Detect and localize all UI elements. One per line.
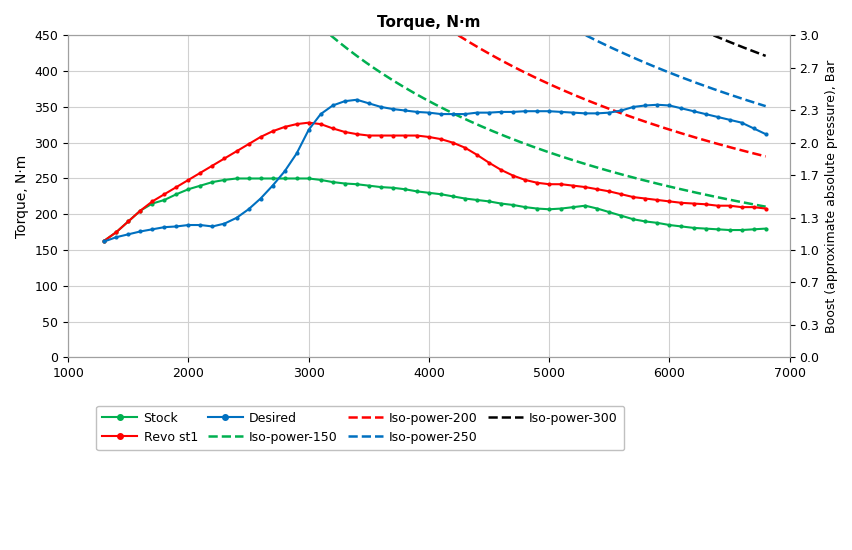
Y-axis label: Torque, N·m: Torque, N·m <box>15 155 29 238</box>
Y-axis label: Boost (approximate absolute pressure), Bar: Boost (approximate absolute pressure), B… <box>824 60 837 333</box>
Legend: Stock, Revo st1, Desired, Iso-power-150, Iso-power-200, Iso-power-250, Iso-power: Stock, Revo st1, Desired, Iso-power-150,… <box>96 405 624 450</box>
Title: Torque, N·m: Torque, N·m <box>377 15 481 30</box>
